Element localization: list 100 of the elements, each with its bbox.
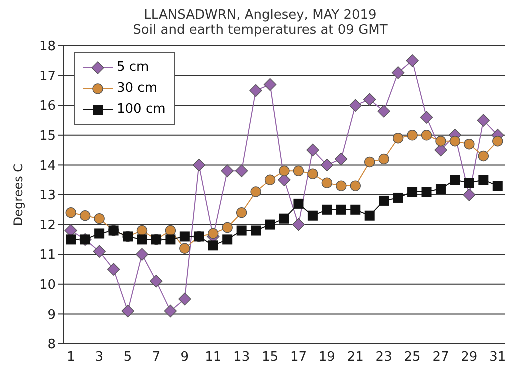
chart-subtitle: Soil and earth temperatures at 09 GMT [132,23,389,38]
point [492,181,503,192]
point [94,228,105,239]
y-tick-label: 13 [39,188,56,204]
point [136,248,149,261]
point [222,222,233,234]
x-tick-label: 25 [404,350,421,366]
chart-title: LLANSADWRN, Anglesey, MAY 2019 [143,8,378,23]
point [379,196,390,206]
y-tick-label: 18 [39,40,56,55]
x-tick-label: 17 [290,350,307,366]
point [349,99,362,112]
point [66,208,76,218]
point [165,225,176,236]
point [436,136,446,147]
point [280,214,290,224]
x-tick-label: 7 [152,350,161,366]
point [350,180,361,192]
x-tick-label: 23 [376,350,392,366]
y-tick-label: 10 [39,278,56,294]
point [364,93,376,106]
legend-label: 30 cm [117,81,158,96]
point [180,243,190,254]
point [235,164,248,178]
point [192,158,206,172]
point [150,275,163,288]
point [94,213,105,224]
point [436,184,446,194]
point [180,232,190,242]
x-tick-label: 13 [234,350,250,366]
point [264,174,276,186]
point [279,166,290,177]
point [136,225,148,236]
y-tick-label: 14 [39,158,56,174]
point [221,164,234,178]
point [308,168,318,180]
point [320,158,334,172]
point [137,234,148,245]
legend-label: 100 cm [117,102,166,117]
point [392,133,404,144]
point [335,152,348,166]
point [378,105,390,118]
point [122,304,134,318]
y-tick-label: 17 [39,69,56,84]
point [208,240,218,251]
x-tick-label: 11 [205,350,222,366]
y-tick-label: 16 [39,99,56,114]
point [294,198,304,209]
x-tick-label: 5 [124,350,132,366]
point [492,136,504,147]
point [306,144,320,157]
point [178,292,192,306]
point [250,84,262,98]
point [406,54,419,68]
point [107,263,120,276]
x-tick-label: 29 [461,350,478,366]
x-tick-label: 9 [180,350,190,366]
point [364,210,375,221]
point [350,204,361,215]
point [450,175,460,186]
x-tick-label: 19 [318,350,336,366]
point [421,130,432,141]
point [408,187,418,198]
point [450,136,461,147]
x-tick-label: 1 [66,350,76,366]
point [93,245,106,258]
point [264,78,277,92]
point [422,187,432,198]
point [166,234,176,245]
point [478,150,490,162]
y-tick-label: 9 [48,308,56,323]
point [463,188,476,202]
point [164,304,178,318]
point [251,226,262,236]
x-tick-label: 21 [347,350,364,366]
point [336,180,347,192]
point [293,166,304,177]
x-tick-label: 15 [262,350,279,366]
point [322,178,333,188]
y-tick-label: 11 [39,248,56,264]
y-tick-label: 15 [39,129,56,144]
y-tick-label: 12 [39,218,56,234]
point [250,186,262,198]
point [420,111,434,124]
point [292,218,306,232]
point [407,130,418,141]
point [464,178,474,188]
point [478,175,489,186]
point [208,228,219,240]
point [393,192,404,203]
x-tick-label: 3 [95,350,104,366]
point [308,210,318,221]
y-tick-label: 8 [48,338,56,353]
point [236,226,247,236]
point [236,208,248,218]
point [336,204,346,215]
point [364,156,376,168]
point [378,154,390,165]
x-tick-label: 31 [490,350,506,366]
y-axis-title: Degrees C [11,164,26,226]
